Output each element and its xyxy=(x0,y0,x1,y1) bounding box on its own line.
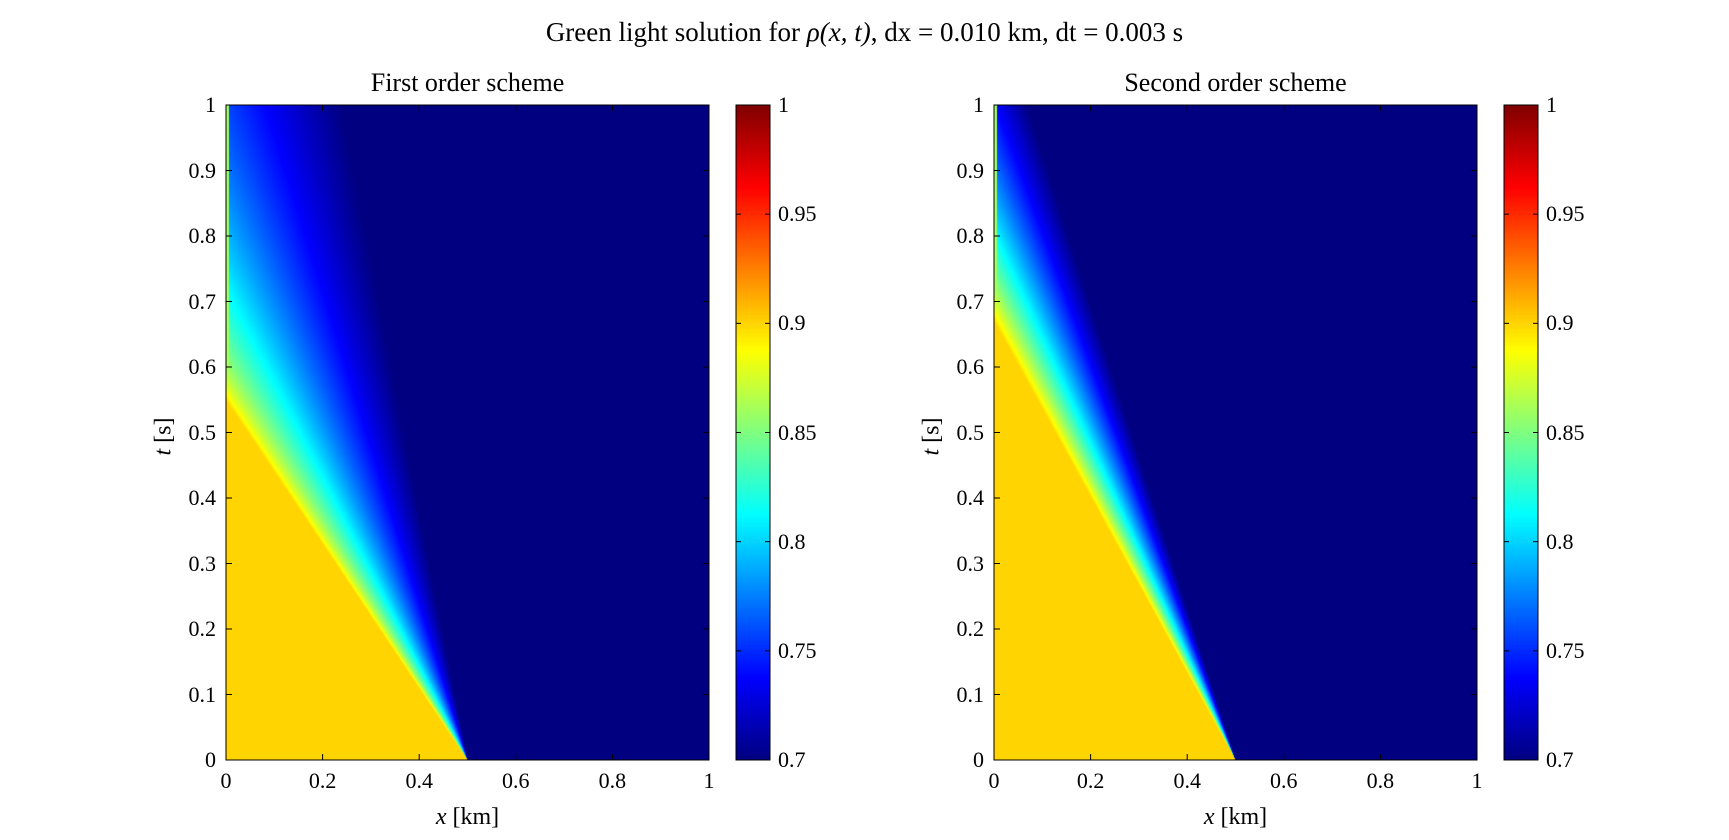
y-tick-label: 0.7 xyxy=(956,288,985,314)
y-tick-label: 0.9 xyxy=(188,157,217,183)
colorbar-tick-label: 0.8 xyxy=(1546,528,1574,554)
y-axis-label: t [s] xyxy=(918,417,945,456)
x-axis-label: x [km] xyxy=(435,804,500,830)
y-tick-label: 0.3 xyxy=(188,550,217,576)
y-tick-label: 0.2 xyxy=(956,616,985,641)
colorbar-tick-label: 0.7 xyxy=(778,747,806,772)
figure-title: Green light solution for ρ(x, t), dx = 0… xyxy=(545,17,1184,47)
y-tick-label: 0.7 xyxy=(188,288,217,314)
colorbar-tick-label: 0.9 xyxy=(778,310,806,336)
y-tick-label: 1 xyxy=(973,92,984,117)
colorbar-image xyxy=(736,105,770,760)
colorbar-tick-label: 0.7 xyxy=(1546,747,1574,772)
y-tick-label: 0.6 xyxy=(956,354,985,379)
colorbar-tick-label: 0.9 xyxy=(1546,310,1574,336)
y-tick-label: 0.9 xyxy=(956,157,985,183)
y-tick-label: 0.4 xyxy=(956,485,985,510)
x-tick-label: 0 xyxy=(220,768,232,793)
x-tick-label: 0.8 xyxy=(598,768,627,793)
x-tick-label: 0.2 xyxy=(308,768,337,793)
x-tick-label: 0.6 xyxy=(502,768,530,793)
y-tick-label: 0 xyxy=(973,747,984,772)
y-tick-label: 0.8 xyxy=(188,223,217,248)
colorbar-tick-label: 0.95 xyxy=(1546,201,1585,227)
panel-title: First order scheme xyxy=(370,68,565,97)
colorbar-frame xyxy=(1503,104,1539,761)
heatmap-image xyxy=(994,105,1477,760)
x-tick-label: 0 xyxy=(988,768,1000,793)
y-tick-label: 0.3 xyxy=(956,550,985,576)
y-tick-label: 0.1 xyxy=(956,681,985,707)
x-tick-label: 1 xyxy=(1471,768,1483,793)
x-tick-label: 0.2 xyxy=(1076,768,1105,793)
colorbar-image xyxy=(1504,105,1538,760)
colorbar-tick-label: 1 xyxy=(778,92,789,117)
colorbar-tick-label: 0.95 xyxy=(778,201,817,227)
y-tick-label: 1 xyxy=(205,92,216,117)
x-tick-label: 0.4 xyxy=(1173,768,1201,793)
x-tick-label: 0.6 xyxy=(1270,768,1298,793)
y-tick-label: 0.8 xyxy=(956,223,985,248)
heatmap-image xyxy=(226,105,709,760)
x-tick-label: 1 xyxy=(703,768,715,793)
y-tick-label: 0.6 xyxy=(188,354,217,379)
plot-frame xyxy=(993,104,1478,761)
x-tick-label: 0.8 xyxy=(1366,768,1395,793)
colorbar-tick-label: 0.8 xyxy=(778,528,806,554)
y-tick-label: 0.5 xyxy=(188,419,217,445)
y-tick-label: 0.2 xyxy=(188,616,217,641)
x-tick-label: 0.4 xyxy=(405,768,433,793)
y-tick-label: 0.1 xyxy=(188,681,217,707)
y-tick-label: 0.5 xyxy=(956,419,985,445)
colorbar-tick-label: 0.85 xyxy=(778,419,817,445)
colorbar-tick-label: 1 xyxy=(1546,92,1557,117)
colorbar-tick-label: 0.75 xyxy=(1546,637,1585,663)
y-tick-label: 0 xyxy=(205,747,216,772)
x-axis-label: x [km] xyxy=(1203,804,1268,830)
colorbar-tick-label: 0.75 xyxy=(778,637,817,663)
colorbar-tick-label: 0.85 xyxy=(1546,419,1585,445)
y-tick-label: 0.4 xyxy=(188,485,217,510)
panel-title: Second order scheme xyxy=(1124,68,1347,97)
